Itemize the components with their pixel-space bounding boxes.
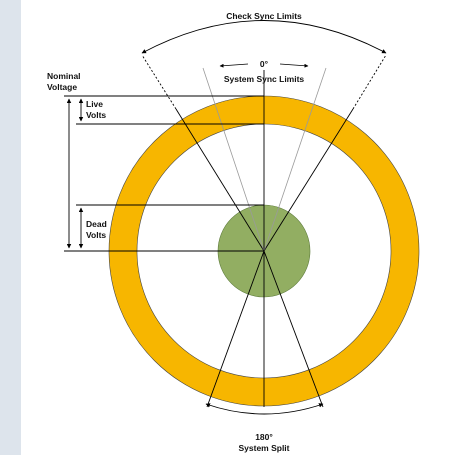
sync-check-diagram: Check Sync Limits 0° System Sync Limits …	[47, 11, 420, 453]
system-sync-right-line	[263, 67, 327, 252]
zero-degree-label: 0°	[260, 59, 269, 69]
dead-volts-label: Volts	[86, 230, 106, 240]
sync-arrow-right	[279, 63, 309, 68]
check-sync-right-line	[263, 108, 354, 252]
voltage-label: Voltage	[47, 82, 77, 92]
check-sync-arc	[141, 20, 387, 54]
system-split-arc	[205, 403, 324, 415]
sync-arrow-left	[219, 63, 249, 68]
system-split-left-line	[206, 250, 265, 408]
check-sync-left-dotted	[141, 54, 177, 110]
check-sync-left-line	[175, 108, 265, 252]
check-sync-limits-label: Check Sync Limits	[226, 11, 302, 21]
dead-label: Dead	[86, 219, 107, 229]
live-volts-label: Volts	[86, 110, 106, 120]
diagram-canvas: Check Sync Limits 0° System Sync Limits …	[21, 0, 471, 455]
nominal-label: Nominal	[47, 71, 81, 81]
system-sync-left-line	[202, 67, 265, 252]
system-split-right-line	[263, 250, 324, 408]
live-label: Live	[86, 99, 103, 109]
system-split-label: System Split	[238, 443, 289, 453]
check-sync-right-dotted	[352, 54, 387, 110]
one-eighty-degree-label: 180°	[255, 432, 273, 442]
system-sync-limits-label: System Sync Limits	[224, 74, 305, 84]
